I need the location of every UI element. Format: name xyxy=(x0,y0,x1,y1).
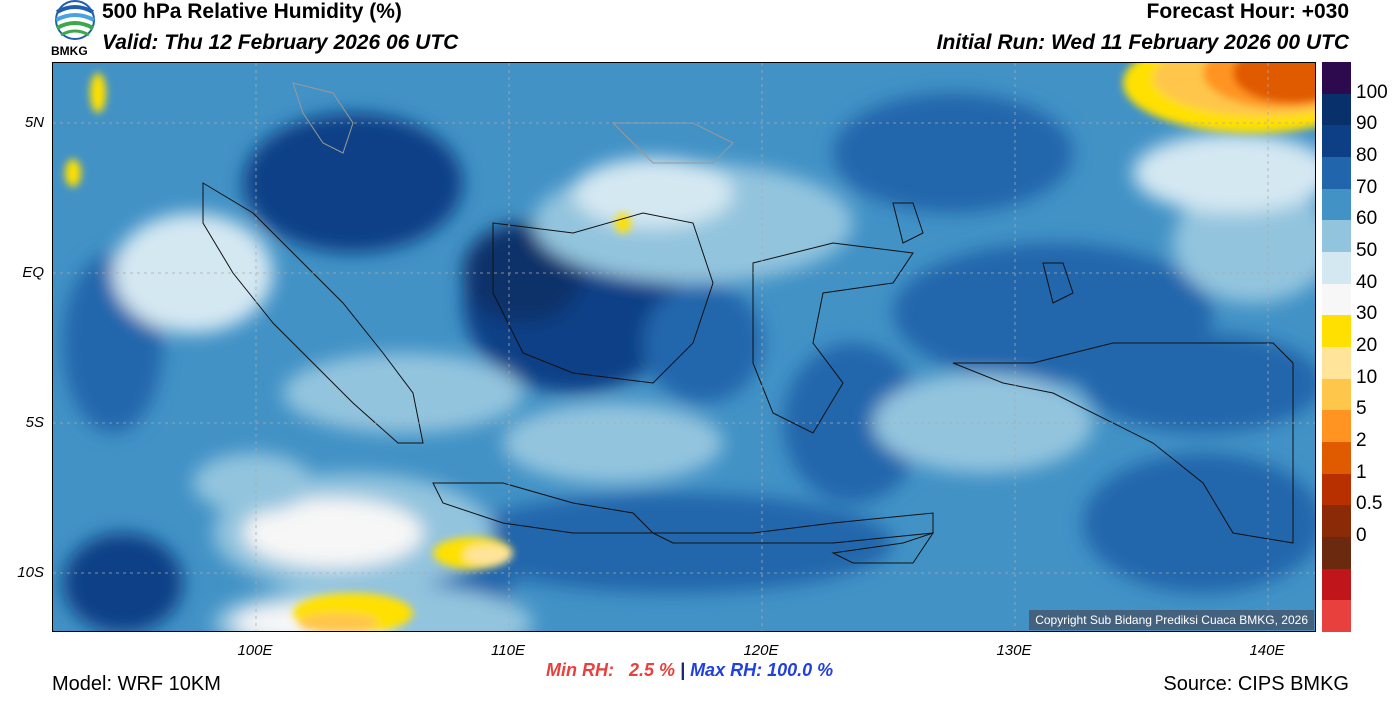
colorbar-swatch xyxy=(1322,568,1351,601)
copyright-notice: Copyright Sub Bidang Prediksi Cuaca BMKG… xyxy=(1029,610,1314,630)
colorbar-swatch xyxy=(1322,157,1351,190)
humidity-field xyxy=(53,63,1315,631)
colorbar-label: 20 xyxy=(1356,335,1378,356)
colorbar-label: 0.5 xyxy=(1356,493,1383,515)
initial-run: Initial Run: Wed 11 February 2026 00 UTC xyxy=(936,31,1349,54)
colorbar-swatch xyxy=(1322,188,1351,221)
map-title: 500 hPa Relative Humidity (%) xyxy=(102,0,402,23)
colorbar-label: 10 xyxy=(1356,366,1378,388)
humidity-map xyxy=(52,62,1316,632)
colorbar-label: 60 xyxy=(1356,208,1378,230)
colorbar-swatch xyxy=(1322,378,1351,411)
colorbar-swatch xyxy=(1322,315,1351,348)
colorbar-swatch xyxy=(1322,220,1351,253)
colorbar-swatch xyxy=(1322,410,1351,443)
colorbar-swatch xyxy=(1322,125,1351,158)
lon-label-130e: 130E xyxy=(996,642,1032,659)
lat-label-5n: 5N xyxy=(24,114,44,131)
colorbar-label: 40 xyxy=(1356,271,1378,293)
lat-label-5s: 5S xyxy=(25,414,44,431)
lat-label-eq: EQ xyxy=(22,264,44,281)
min-max-rh: Min RH: 2.5 % | Max RH: 100.0 % xyxy=(546,660,833,681)
colorbar-label: 50 xyxy=(1356,240,1378,261)
min-rh: Min RH: 2.5 % xyxy=(546,660,676,680)
forecast-hour: Forecast Hour: +030 xyxy=(1146,0,1350,23)
logo-text: BMKG xyxy=(51,44,88,58)
max-rh: Max RH: 100.0 % xyxy=(690,660,834,680)
lon-label-140e: 140E xyxy=(1249,642,1285,659)
colorbar-swatch xyxy=(1322,62,1351,95)
lat-label-10s: 10S xyxy=(17,564,44,581)
colorbar-label: 5 xyxy=(1356,398,1367,420)
colorbar-swatch xyxy=(1322,283,1351,316)
data-source: Source: CIPS BMKG xyxy=(1163,673,1349,695)
colorbar-swatch xyxy=(1322,252,1351,285)
colorbar-swatch xyxy=(1322,505,1351,538)
colorbar-label: 30 xyxy=(1356,303,1378,325)
colorbar-swatch xyxy=(1322,600,1351,633)
lon-label-100e: 100E xyxy=(237,642,273,659)
colorbar-label: 1 xyxy=(1356,461,1367,483)
valid-time: Valid: Thu 12 February 2026 06 UTC xyxy=(102,31,459,54)
lon-label-120e: 120E xyxy=(743,642,779,659)
colorbar xyxy=(1322,62,1351,633)
minmax-separator: | xyxy=(675,660,691,680)
colorbar-label: 0 xyxy=(1356,525,1367,546)
colorbar-label: 100 xyxy=(1356,81,1388,103)
model-name: Model: WRF 10KM xyxy=(52,673,221,695)
colorbar-swatch xyxy=(1322,537,1351,570)
colorbar-label: 80 xyxy=(1356,145,1378,166)
colorbar-swatch xyxy=(1322,347,1351,380)
colorbar-swatch xyxy=(1322,93,1351,126)
colorbar-label: 70 xyxy=(1356,176,1378,198)
colorbar-label: 2 xyxy=(1356,430,1367,451)
lon-label-110e: 110E xyxy=(491,642,525,659)
colorbar-swatch xyxy=(1322,473,1351,506)
colorbar-label: 90 xyxy=(1356,113,1378,135)
bmkg-logo xyxy=(51,0,99,60)
colorbar-swatch xyxy=(1322,442,1351,475)
